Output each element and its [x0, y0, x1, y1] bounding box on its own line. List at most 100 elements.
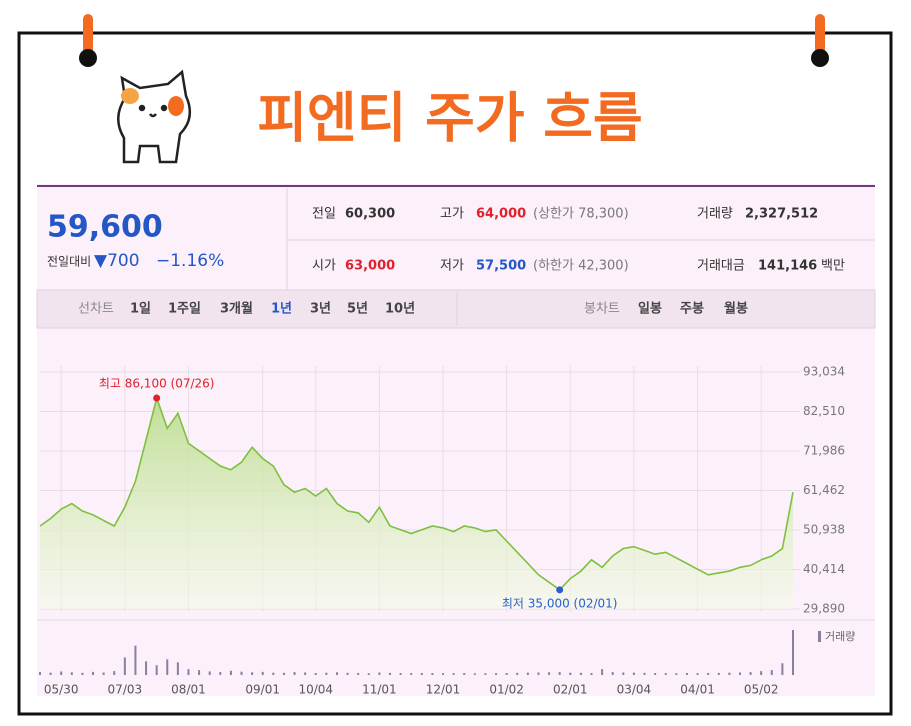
volume-bar — [495, 673, 498, 675]
volume-bar — [569, 672, 572, 675]
volume-bar — [219, 672, 222, 675]
volume-bar — [516, 672, 519, 675]
volume-bar — [261, 671, 264, 675]
volume-bar — [314, 673, 317, 675]
volume-bar — [654, 673, 657, 675]
x-tick-label: 07/03 — [108, 683, 143, 697]
tab[interactable]: 월봉 — [724, 301, 748, 317]
volume-bar — [113, 671, 116, 675]
volume-bar — [335, 672, 338, 675]
y-tick-label: 82,510 — [803, 404, 845, 418]
tab[interactable]: 5년 — [347, 302, 368, 317]
stat-note: (상한가 78,300) — [533, 207, 629, 222]
stat-value: 63,000 — [345, 259, 395, 274]
current-price: 59,600 — [47, 210, 163, 245]
pin-hole — [79, 49, 97, 67]
legend-label: 거래량 — [825, 630, 855, 643]
volume-bar — [304, 672, 307, 675]
stat-label: 전일 — [312, 207, 336, 222]
volume-bar — [282, 672, 285, 675]
volume-bar — [123, 657, 126, 675]
volume-bar — [49, 672, 52, 675]
volume-bar — [717, 672, 720, 675]
volume-bar — [548, 672, 551, 675]
volume-bar — [749, 672, 752, 675]
volume-bar — [102, 672, 105, 675]
x-tick-label: 10/04 — [298, 683, 333, 697]
x-tick-label: 03/04 — [617, 683, 652, 697]
volume-bar — [484, 673, 487, 675]
x-tick-label: 09/01 — [245, 683, 280, 697]
volume-bar — [240, 671, 243, 675]
stat-label: 고가 — [440, 207, 464, 222]
volume-bar — [537, 672, 540, 675]
stat-value: 57,500 — [476, 259, 526, 274]
annotation: 최고 86,100 (07/26) — [99, 377, 215, 391]
volume-bar — [251, 672, 254, 675]
tab[interactable]: 1일 — [130, 302, 151, 317]
stat-label: 저가 — [440, 259, 464, 274]
x-tick-label: 02/01 — [553, 683, 588, 697]
tab[interactable]: 1주일 — [168, 302, 201, 317]
stat-value: 60,300 — [345, 207, 395, 222]
tab[interactable]: 10년 — [385, 302, 415, 317]
pin — [83, 14, 93, 54]
volume-bar — [675, 673, 678, 675]
y-tick-label: 40,414 — [803, 562, 845, 576]
stat-label: 거래량 — [697, 207, 733, 222]
volume-bar — [664, 673, 667, 675]
volume-bar — [166, 659, 169, 675]
volume-bar — [473, 673, 476, 675]
y-tick-label: 29,890 — [803, 602, 845, 616]
volume-bar — [442, 673, 445, 675]
volume-bar — [134, 645, 137, 675]
volume-bar — [92, 671, 95, 675]
volume-bar — [346, 672, 349, 675]
volume-bar — [431, 673, 434, 675]
volume-bar — [378, 672, 381, 675]
stat-value: 2,327,512 — [745, 207, 818, 222]
volume-bar — [70, 672, 73, 675]
volume-bar — [760, 671, 763, 675]
tab[interactable]: 일봉 — [638, 302, 662, 317]
tab-bar — [36, 289, 876, 329]
tab-group-label: 선차트 — [78, 302, 114, 317]
volume-bar — [622, 672, 625, 675]
tab[interactable]: 3개월 — [220, 301, 253, 317]
pin-hole — [811, 49, 829, 67]
x-tick-label: 05/30 — [44, 683, 79, 697]
cat-icon — [117, 69, 192, 164]
volume-bar — [325, 672, 328, 675]
volume-bar — [707, 673, 710, 675]
volume-bar — [229, 670, 232, 675]
page-title: 피엔티 주가 흐름 — [257, 87, 642, 150]
x-tick-label: 04/01 — [680, 683, 715, 697]
volume-bar — [155, 665, 158, 675]
stat-label: 거래대금 — [697, 259, 745, 274]
volume-bar — [463, 673, 466, 675]
tab[interactable]: 3년 — [310, 302, 331, 317]
tab-group-label: 봉차트 — [584, 302, 620, 317]
volume-bar — [410, 673, 413, 675]
volume-bar — [601, 669, 604, 675]
volume-bar — [770, 670, 773, 675]
stat-value: 64,000 — [476, 207, 526, 222]
volume-bar — [293, 672, 296, 675]
volume-bar — [81, 672, 84, 675]
volume-bar — [187, 669, 190, 675]
tab[interactable]: 주봉 — [680, 302, 704, 317]
annotation: 최저 35,000 (02/01) — [502, 596, 618, 610]
volume-bar — [145, 661, 148, 675]
x-tick-label: 12/01 — [426, 683, 461, 697]
change-label: 전일대비 — [47, 255, 91, 269]
volume-bar — [579, 672, 582, 675]
tab[interactable]: 1년 — [271, 302, 292, 317]
volume-bar — [357, 673, 360, 675]
volume-bar — [643, 672, 646, 675]
x-tick-label: 01/02 — [489, 683, 524, 697]
volume-bar — [792, 630, 794, 675]
volume-bar — [399, 673, 402, 675]
y-tick-label: 50,938 — [803, 523, 845, 537]
